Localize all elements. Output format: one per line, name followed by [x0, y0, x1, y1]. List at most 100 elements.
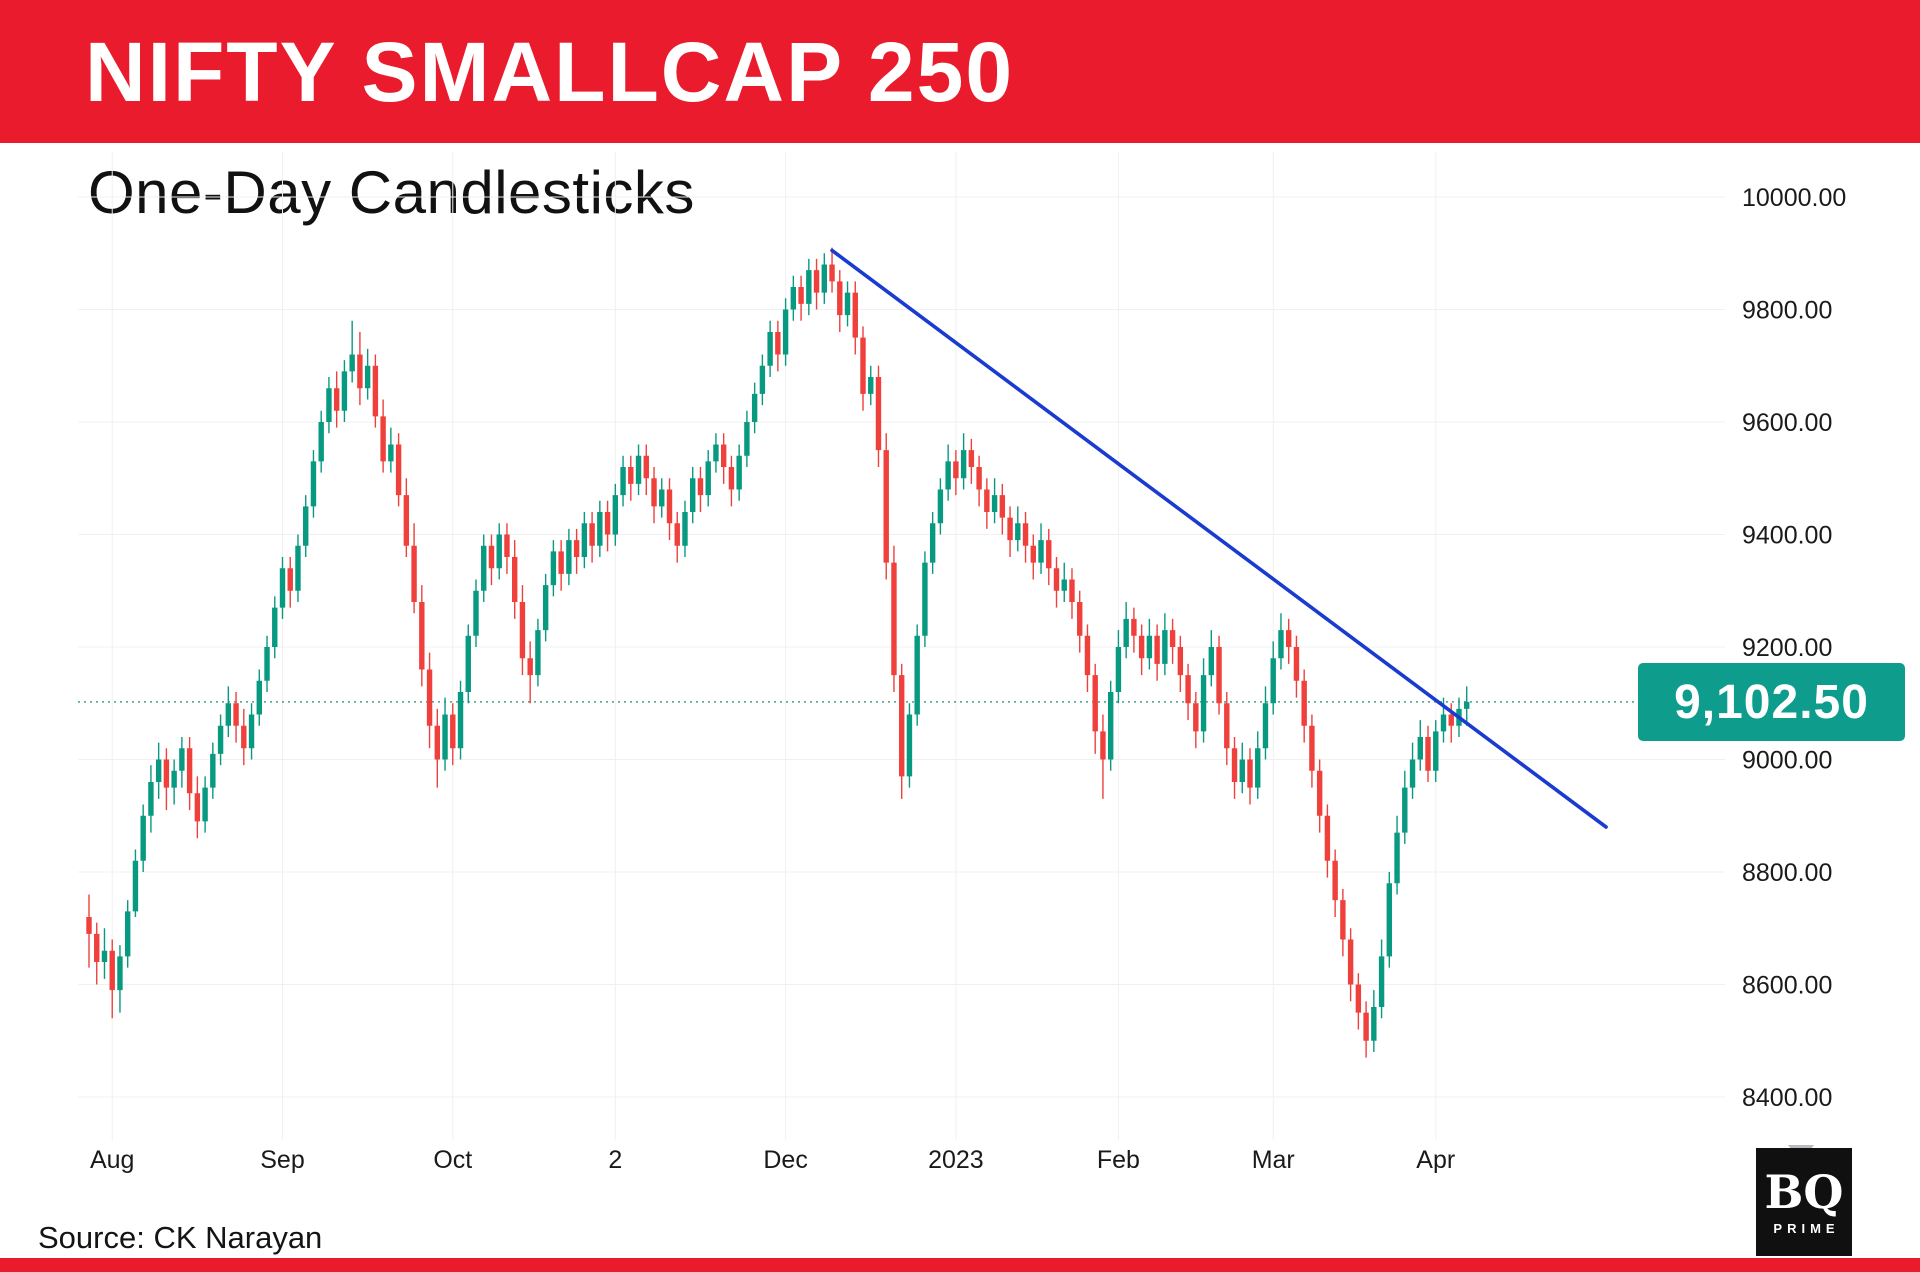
candle-body — [101, 950, 108, 962]
candle-body — [1378, 956, 1385, 1007]
candle-body — [442, 714, 448, 760]
candle-body — [125, 911, 131, 957]
candle-body — [589, 523, 595, 546]
candle-body — [1123, 618, 1129, 647]
candle-body — [960, 450, 967, 479]
candle-body — [991, 495, 998, 512]
candle-body — [450, 714, 456, 749]
chart-subtitle: One-Day Candlesticks — [88, 159, 695, 226]
candle-body — [264, 647, 270, 681]
candle-body — [744, 422, 750, 456]
x-axis-label: 2 — [608, 1146, 622, 1174]
candle-body — [697, 478, 704, 496]
candle-body — [1440, 714, 1447, 732]
candle-body — [194, 793, 201, 822]
header-banner: NIFTY SMALLCAP 250 — [0, 0, 1920, 143]
candle-body — [333, 388, 340, 411]
candle-body — [496, 534, 502, 569]
candle-body — [1185, 675, 1191, 704]
candle-body — [504, 534, 510, 557]
candle-body — [295, 545, 301, 591]
candle-body — [1324, 815, 1331, 861]
candle-body — [473, 590, 479, 636]
x-axis-label: Apr — [1416, 1146, 1455, 1174]
candle-body — [217, 725, 224, 754]
candle-body — [1340, 900, 1346, 940]
candle-body — [1255, 748, 1261, 788]
y-axis-label: 10000.00 — [1742, 184, 1846, 212]
candle-body — [1293, 647, 1300, 681]
candle-body — [751, 393, 758, 422]
candle-body — [1347, 939, 1354, 985]
x-axis-label: Sep — [260, 1146, 304, 1174]
y-axis-label: 8800.00 — [1742, 859, 1832, 887]
candle-body — [643, 455, 649, 479]
candle-body — [1278, 630, 1284, 659]
y-axis-label: 9000.00 — [1742, 747, 1832, 775]
candle-body — [844, 292, 851, 316]
candle-body — [256, 680, 262, 715]
candle-body — [140, 815, 146, 861]
candle-body — [883, 450, 889, 563]
y-axis-label: 9600.00 — [1742, 409, 1832, 437]
candle-body — [759, 365, 766, 394]
last-price-label: 9,102.50 — [1638, 663, 1905, 741]
candle-body — [457, 692, 464, 749]
candle-body — [1162, 630, 1168, 664]
candle-body — [1409, 759, 1416, 788]
candle-body — [388, 444, 394, 462]
candle-body — [1417, 737, 1423, 760]
candle-body — [690, 478, 696, 512]
candlestick-chart: 10000.00 9800.00 9600.00 9400.00 9200.00 9000… — [78, 152, 1846, 1174]
candle-body — [628, 467, 634, 484]
candle-body — [1231, 748, 1238, 782]
candle-body — [210, 753, 216, 788]
candle-body — [1177, 647, 1184, 676]
candle-body — [968, 450, 975, 467]
candle-body — [542, 585, 549, 631]
candle-body — [1053, 568, 1060, 591]
candle-body — [117, 956, 123, 991]
x-axis-label: Aug — [90, 1146, 134, 1174]
candle-body — [1247, 759, 1253, 788]
candle-body — [891, 562, 897, 676]
candle-body — [1022, 523, 1029, 546]
candle-body — [875, 377, 882, 451]
candle-body — [1270, 658, 1276, 704]
candle-body — [635, 455, 642, 484]
candle-body — [202, 787, 208, 822]
candle-body — [1069, 579, 1075, 602]
candle-body — [1363, 1012, 1369, 1041]
y-axis-label: 8400.00 — [1742, 1084, 1832, 1112]
downtrend-line — [830, 248, 1608, 829]
x-axis-label: Dec — [763, 1146, 807, 1174]
candle-body — [1433, 731, 1439, 771]
candle-body — [527, 658, 533, 676]
y-axis-label: 9800.00 — [1742, 297, 1832, 325]
prime-logo-text: PRIME — [1773, 1220, 1840, 1236]
candle-body — [1208, 647, 1214, 676]
candle-body — [1030, 545, 1036, 563]
source-credit: Source: CK Narayan — [38, 1220, 323, 1255]
candle-body — [573, 540, 580, 557]
candle-body — [148, 782, 154, 816]
candle-body — [1169, 630, 1176, 647]
candle-body — [163, 759, 170, 788]
candle-body — [179, 748, 185, 771]
candle-body — [1224, 703, 1230, 749]
candle-body — [1046, 540, 1052, 569]
candle-body — [481, 545, 487, 591]
candle-body — [1301, 680, 1307, 726]
candle-body — [1077, 602, 1083, 636]
candle-body — [1402, 787, 1408, 833]
candle-body — [604, 512, 611, 535]
x-axis-label: Feb — [1097, 1146, 1140, 1174]
candle-body — [937, 489, 944, 524]
candle-body — [310, 461, 317, 507]
page-title: NIFTY SMALLCAP 250 — [85, 24, 1015, 119]
candle-body — [651, 478, 657, 507]
x-axis-label: Oct — [433, 1146, 472, 1174]
candle-body — [666, 489, 673, 524]
candle-body — [1216, 647, 1222, 704]
candle-body — [380, 416, 386, 462]
